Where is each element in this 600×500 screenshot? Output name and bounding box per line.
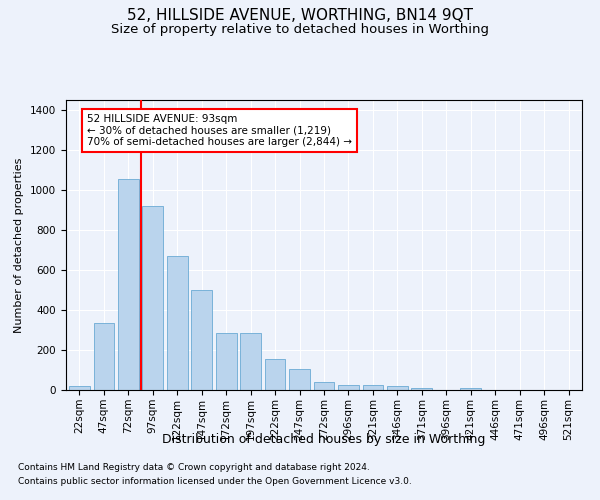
Bar bbox=[289, 370, 310, 390]
Text: Contains HM Land Registry data © Crown copyright and database right 2024.: Contains HM Land Registry data © Crown c… bbox=[18, 464, 370, 472]
Text: Distribution of detached houses by size in Worthing: Distribution of detached houses by size … bbox=[163, 432, 485, 446]
Bar bbox=[412, 388, 432, 390]
Bar bbox=[118, 179, 139, 390]
Bar bbox=[167, 256, 188, 390]
Bar bbox=[314, 382, 334, 390]
Bar bbox=[265, 359, 286, 390]
Text: 52 HILLSIDE AVENUE: 93sqm
← 30% of detached houses are smaller (1,219)
70% of se: 52 HILLSIDE AVENUE: 93sqm ← 30% of detac… bbox=[87, 114, 352, 147]
Bar bbox=[191, 290, 212, 390]
Bar bbox=[338, 385, 359, 390]
Bar bbox=[216, 333, 236, 390]
Text: 52, HILLSIDE AVENUE, WORTHING, BN14 9QT: 52, HILLSIDE AVENUE, WORTHING, BN14 9QT bbox=[127, 8, 473, 22]
Bar bbox=[94, 323, 114, 390]
Bar bbox=[362, 385, 383, 390]
Bar bbox=[387, 386, 408, 390]
Text: Size of property relative to detached houses in Worthing: Size of property relative to detached ho… bbox=[111, 22, 489, 36]
Bar bbox=[142, 206, 163, 390]
Y-axis label: Number of detached properties: Number of detached properties bbox=[14, 158, 25, 332]
Bar bbox=[69, 386, 90, 390]
Bar bbox=[460, 388, 481, 390]
Text: Contains public sector information licensed under the Open Government Licence v3: Contains public sector information licen… bbox=[18, 477, 412, 486]
Bar bbox=[240, 333, 261, 390]
